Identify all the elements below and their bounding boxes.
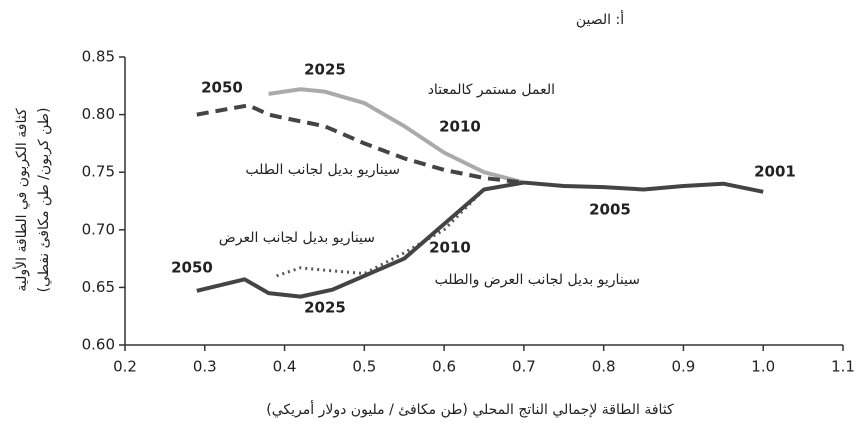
x-axis-label: كثافة الطاقة لإجمالي الناتج المحلي (طن م… xyxy=(266,400,674,418)
y-axis-label: كثافة الكربون في الطاقة الأولية xyxy=(12,108,30,292)
series-line xyxy=(523,180,764,194)
series-label: سيناريو بديل لجانب العرض xyxy=(219,230,375,246)
x-tick-label: 0.6 xyxy=(432,358,456,376)
year-label: 2050 xyxy=(201,79,243,97)
year-label: 2025 xyxy=(304,299,346,317)
y-tick-label: 0.80 xyxy=(82,105,115,123)
y-tick-label: 0.70 xyxy=(82,220,115,238)
y-tick-label: 0.75 xyxy=(82,163,115,181)
year-label: 2050 xyxy=(171,259,213,277)
series-line xyxy=(196,180,525,299)
year-label: 2005 xyxy=(589,201,631,219)
series-line xyxy=(268,87,525,185)
y-tick-label: 0.65 xyxy=(82,278,115,296)
x-tick-label: 0.5 xyxy=(352,358,376,376)
series-label: العمل مستمر كالمعتاد xyxy=(428,82,555,98)
x-tick-label: 0.9 xyxy=(672,358,696,376)
x-tick-label: 0.8 xyxy=(592,358,616,376)
y-tick-label: 0.60 xyxy=(82,336,115,354)
x-tick-label: 1.0 xyxy=(751,358,775,376)
x-tick-label: 1.1 xyxy=(831,358,855,376)
y-tick-label: 0.85 xyxy=(82,48,115,66)
year-label: 2010 xyxy=(439,118,481,136)
x-tick-label: 0.7 xyxy=(512,358,536,376)
chart-title: أ: الصين xyxy=(576,10,624,28)
y-axis-label: (طن كربون/ طن مكافئ نفطي) xyxy=(36,108,52,293)
x-tick-label: 0.4 xyxy=(273,358,297,376)
year-label: 2025 xyxy=(304,61,346,79)
series-label: سيناريو بديل لجانب العرض والطلب xyxy=(435,272,640,288)
series-line xyxy=(196,103,525,185)
x-tick-label: 0.3 xyxy=(193,358,217,376)
x-tick-label: 0.2 xyxy=(113,358,137,376)
year-label: 2001 xyxy=(754,163,796,181)
series-label: سيناريو بديل لجانب الطلب xyxy=(245,162,400,178)
year-label: 2010 xyxy=(429,239,471,257)
